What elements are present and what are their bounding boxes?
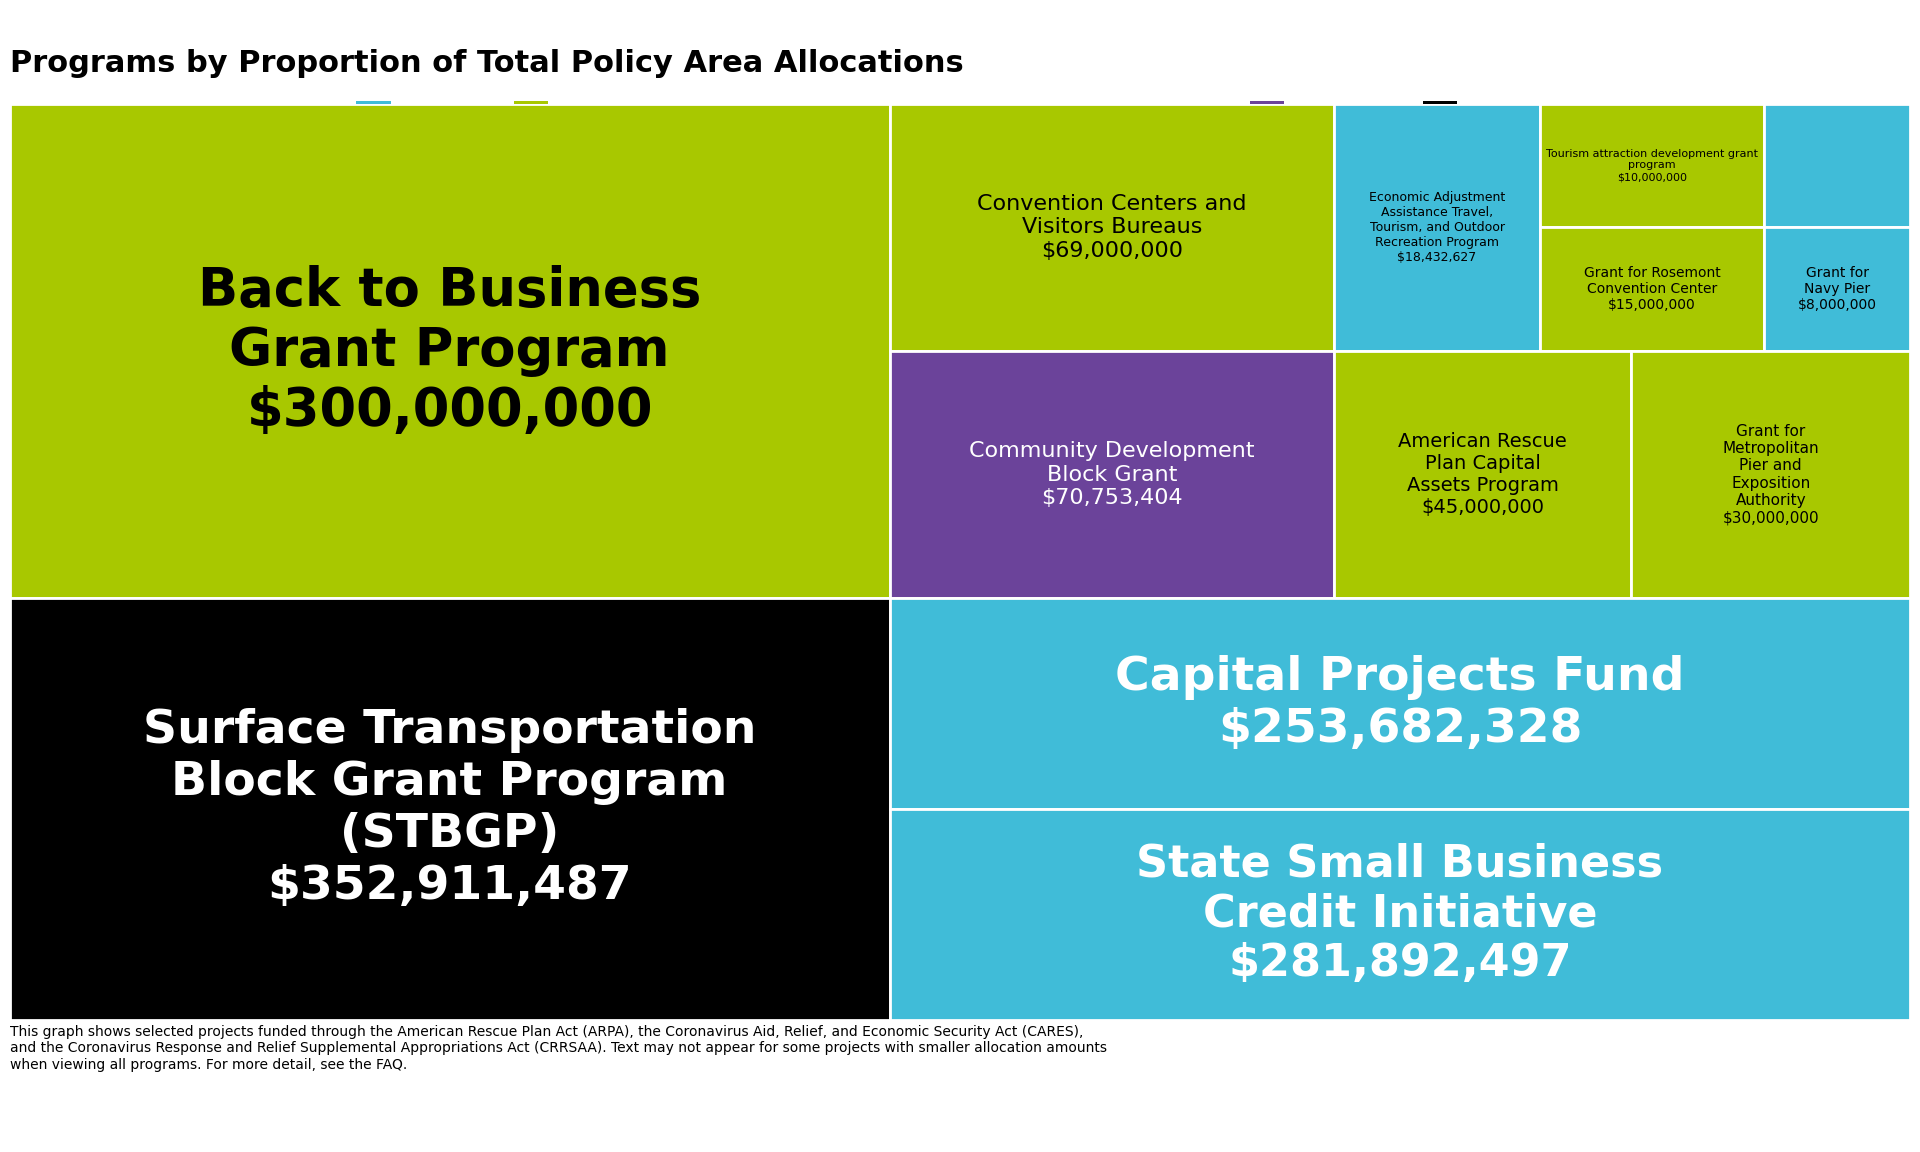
Text: Economic Adjustment
Assistance Travel,
Tourism, and Outdoor
Recreation Program
$: Economic Adjustment Assistance Travel, T… — [1369, 191, 1505, 264]
Bar — [10, 104, 889, 598]
Text: American Rescue
Plan Capital
Assets Program
$45,000,000: American Rescue Plan Capital Assets Prog… — [1398, 432, 1567, 517]
Bar — [1630, 351, 1910, 598]
Text: Capital Projects Fund
$253,682,328: Capital Projects Fund $253,682,328 — [1116, 655, 1684, 752]
Bar — [889, 598, 1910, 809]
Text: Grant for
Navy Pier
$8,000,000: Grant for Navy Pier $8,000,000 — [1797, 266, 1876, 312]
Text: Community Development
Block Grant
$70,753,404: Community Development Block Grant $70,75… — [970, 441, 1256, 508]
Bar — [1540, 227, 1764, 351]
Bar — [889, 104, 1334, 351]
Text: Tourism attraction development grant
program
$10,000,000: Tourism attraction development grant pro… — [1546, 149, 1759, 182]
Bar — [357, 101, 390, 134]
Bar — [1540, 104, 1764, 227]
Text: ARPA: ARPA — [405, 108, 453, 127]
Bar — [1764, 227, 1910, 351]
Bar — [1764, 104, 1910, 227]
Text: Convention Centers and
Visitors Bureaus
$69,000,000: Convention Centers and Visitors Bureaus … — [977, 195, 1246, 260]
Text: This graph shows selected projects funded through the American Rescue Plan Act (: This graph shows selected projects funde… — [10, 1025, 1106, 1071]
Text: Programs by Proportion of Total Policy Area Allocations: Programs by Proportion of Total Policy A… — [10, 48, 964, 78]
Text: ARPA State and Local Fiscal Recovery Funds: ARPA State and Local Fiscal Recovery Fun… — [564, 108, 960, 127]
Bar — [889, 809, 1910, 1020]
Bar — [1423, 101, 1457, 134]
Text: Grant for
Metropolitan
Pier and
Exposition
Authority
$30,000,000: Grant for Metropolitan Pier and Expositi… — [1722, 424, 1818, 525]
Bar — [889, 351, 1334, 598]
Bar — [1334, 351, 1630, 598]
Text: Back to Business
Grant Program
$300,000,000: Back to Business Grant Program $300,000,… — [198, 265, 701, 437]
Text: CRRSAA: CRRSAA — [1473, 108, 1548, 127]
Text: Surface Transportation
Block Grant Program
(STBGP)
$352,911,487: Surface Transportation Block Grant Progr… — [142, 708, 756, 909]
Bar — [1250, 101, 1284, 134]
Text: CARES: CARES — [1300, 108, 1359, 127]
Text: State Small Business
Credit Initiative
$281,892,497: State Small Business Credit Initiative $… — [1137, 843, 1663, 985]
Bar — [10, 598, 889, 1020]
Text: Grant for Rosemont
Convention Center
$15,000,000: Grant for Rosemont Convention Center $15… — [1584, 266, 1720, 312]
Bar — [1334, 104, 1540, 351]
Bar — [515, 101, 549, 134]
